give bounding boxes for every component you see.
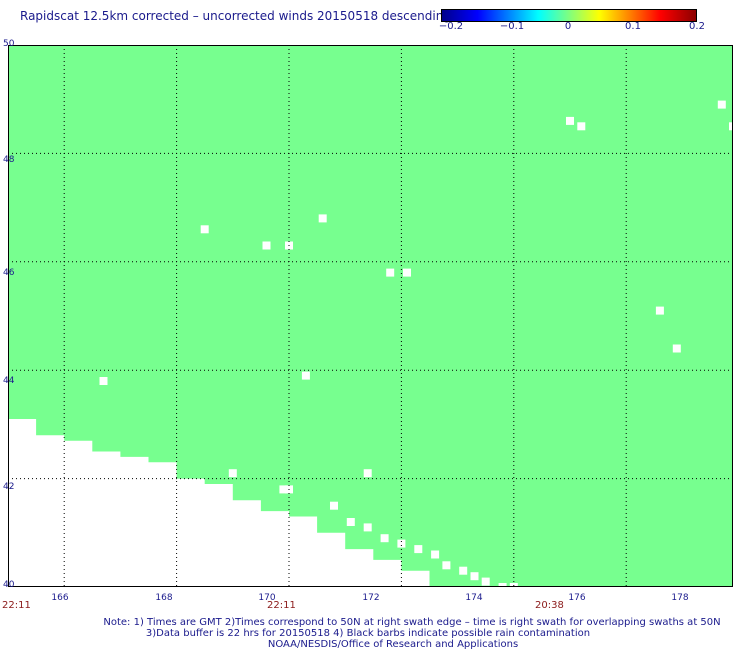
- y-tick-label: 50: [3, 39, 15, 49]
- x-tick-label: 170: [258, 593, 276, 603]
- colorbar-tick-label: 0: [564, 21, 572, 32]
- x-tick-label: 172: [362, 593, 380, 603]
- missing-data-cell: [200, 225, 209, 234]
- missing-data-cell: [228, 469, 237, 478]
- colorbar-tick-label: 0.1: [625, 21, 641, 32]
- missing-data-cell: [116, 512, 125, 521]
- heatmap-chart: [8, 45, 733, 587]
- colorbar-tick-label: −0.1: [499, 21, 525, 32]
- missing-data-cell: [386, 268, 395, 277]
- missing-data-cell: [655, 306, 664, 315]
- missing-data-cell: [380, 534, 389, 543]
- footnote-line-3: NOAA/NESDIS/Office of Research and Appli…: [267, 639, 519, 650]
- missing-data-cell: [403, 268, 411, 277]
- missing-data-cell: [346, 518, 355, 526]
- missing-data-cell: [442, 561, 451, 570]
- missing-data-cell: [498, 583, 507, 587]
- x-tick-label: 174: [465, 593, 483, 603]
- missing-data-cell: [729, 122, 733, 131]
- missing-data-cell: [577, 122, 586, 131]
- missing-data-cell: [363, 523, 372, 532]
- plot-area: [8, 45, 733, 587]
- footnote-line-2: 3)Data buffer is 22 hrs for 20150518 4) …: [145, 628, 591, 639]
- y-tick-label: 40: [3, 580, 15, 590]
- x-tick-label: 168: [155, 593, 173, 603]
- time-label-left: 22:11: [2, 600, 31, 611]
- colorbar: [441, 9, 697, 22]
- y-tick-label: 44: [3, 376, 15, 386]
- missing-data-cell: [672, 344, 681, 353]
- missing-data-cell: [566, 116, 574, 125]
- time-label-right: 20:38: [535, 600, 564, 611]
- missing-data-cell: [363, 469, 372, 478]
- footnote-line-1: Note: 1) Times are GMT 2)Times correspon…: [103, 617, 721, 628]
- missing-data-cell: [200, 572, 209, 581]
- missing-data-cell: [431, 550, 440, 559]
- colorbar-tick-label: −0.2: [438, 21, 464, 32]
- x-tick-label: 166: [51, 593, 69, 603]
- plot-border: [8, 45, 733, 587]
- no-data-region: [8, 419, 430, 587]
- missing-data-cell: [217, 572, 226, 581]
- time-label-center: 22:11: [267, 600, 296, 611]
- y-tick-label: 48: [3, 155, 15, 165]
- missing-data-cell: [330, 501, 338, 510]
- missing-data-cell: [262, 241, 271, 250]
- missing-data-cell: [481, 577, 490, 586]
- missing-data-cell: [717, 100, 726, 109]
- chart-title: Rapidscat 12.5km corrected – uncorrected…: [20, 9, 451, 23]
- x-tick-label: 178: [671, 593, 689, 603]
- missing-data-cell: [99, 377, 108, 385]
- y-tick-label: 46: [3, 268, 15, 278]
- missing-data-cell: [414, 545, 423, 554]
- missing-data-cell: [470, 572, 479, 581]
- missing-data-cell: [318, 214, 327, 223]
- missing-data-cell: [397, 539, 406, 548]
- missing-data-cell: [459, 566, 468, 575]
- y-tick-label: 42: [3, 482, 15, 492]
- missing-data-cell: [301, 371, 310, 380]
- colorbar-tick-label: 0.2: [689, 21, 705, 32]
- missing-data-cell: [279, 485, 288, 494]
- x-tick-label: 176: [568, 593, 586, 603]
